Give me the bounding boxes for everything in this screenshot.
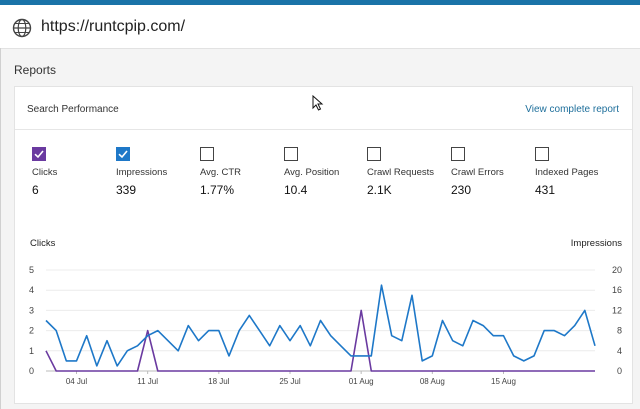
x-tick-label: 15 Aug: [491, 377, 516, 386]
metric-indexed-pages[interactable]: Indexed Pages 431: [535, 147, 615, 197]
avg-ctr-checkbox[interactable]: [200, 147, 214, 161]
metric-label: Clicks: [32, 167, 58, 178]
card-title: Search Performance: [27, 104, 119, 115]
metric-avg-position[interactable]: Avg. Position 10.4: [284, 147, 364, 197]
metric-label: Avg. CTR: [200, 167, 242, 178]
right-tick-label: 20: [612, 265, 622, 275]
left-tick-label: 2: [29, 326, 34, 336]
address-bar[interactable]: https://runtcpip.com/: [0, 5, 640, 49]
clicks-checkbox[interactable]: [32, 147, 46, 161]
avg-position-checkbox[interactable]: [284, 147, 298, 161]
metric-value: 431: [535, 183, 556, 197]
search-performance-card: Search Performance View complete report …: [14, 86, 633, 404]
impressions-checkbox[interactable]: [116, 147, 130, 161]
metric-label: Crawl Errors: [451, 167, 504, 178]
right-tick-label: 12: [612, 305, 622, 315]
clicks-series-line: [45, 309, 595, 372]
x-tick-label: 08 Aug: [420, 377, 445, 386]
browser-top-strip: [0, 0, 640, 5]
globe-icon: [12, 18, 32, 38]
left-tick-label: 5: [29, 265, 34, 275]
right-tick-label: 16: [612, 285, 622, 295]
card-divider: [15, 129, 632, 130]
metric-value: 10.4: [284, 183, 308, 197]
right-axis-title: Impressions: [570, 238, 622, 249]
crawl-requests-checkbox[interactable]: [367, 147, 381, 161]
metric-value: 2.1K: [367, 183, 392, 197]
metric-value: 1.77%: [200, 183, 235, 197]
left-tick-label: 3: [29, 305, 34, 315]
x-tick-label: 25 Jul: [279, 377, 301, 386]
x-tick-label: 11 Jul: [137, 377, 158, 386]
left-edge-line: [0, 48, 1, 409]
view-complete-report-link[interactable]: View complete report: [525, 104, 619, 115]
metric-value: 339: [116, 183, 137, 197]
checkmark-icon: [116, 147, 130, 161]
metric-value: 230: [451, 183, 472, 197]
left-tick-label: 0: [29, 366, 34, 376]
metric-impressions[interactable]: Impressions 339: [116, 147, 196, 197]
crawl-errors-checkbox[interactable]: [451, 147, 465, 161]
right-tick-label: 0: [617, 366, 622, 376]
right-tick-label: 8: [617, 326, 622, 336]
x-tick-label: 01 Aug: [349, 377, 374, 386]
left-tick-label: 1: [29, 346, 34, 356]
x-tick-label: 04 Jul: [66, 377, 88, 386]
url-text[interactable]: https://runtcpip.com/: [41, 18, 186, 35]
x-tick-label: 18 Jul: [208, 377, 230, 386]
metric-label: Crawl Requests: [367, 167, 435, 178]
page-title: Reports: [14, 63, 57, 77]
metric-crawl-errors[interactable]: Crawl Errors 230: [451, 147, 531, 197]
left-tick-label: 4: [29, 285, 34, 295]
indexed-pages-checkbox[interactable]: [535, 147, 549, 161]
checkmark-icon: [32, 147, 46, 161]
metric-crawl-requests[interactable]: Crawl Requests 2.1K: [367, 147, 447, 197]
metric-label: Indexed Pages: [535, 167, 599, 178]
left-axis-title: Clicks: [30, 238, 56, 249]
metric-label: Avg. Position: [284, 167, 340, 178]
metric-label: Impressions: [116, 167, 168, 178]
right-tick-label: 4: [617, 346, 622, 356]
metric-value: 6: [32, 183, 39, 197]
metric-avg-ctr[interactable]: Avg. CTR 1.77%: [200, 147, 280, 197]
metric-clicks[interactable]: Clicks 6: [32, 147, 112, 197]
impressions-series-line: [45, 284, 596, 367]
mouse-cursor-icon: [312, 95, 324, 111]
